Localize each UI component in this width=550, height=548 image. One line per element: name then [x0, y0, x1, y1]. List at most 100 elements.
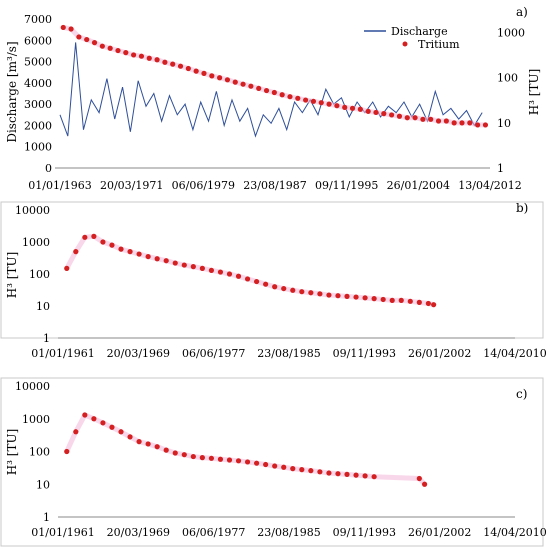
- panel-b-frame: [0, 201, 544, 339]
- tritium-point: [127, 434, 133, 440]
- y-tick-label: 1: [43, 332, 50, 345]
- tritium-point: [425, 300, 431, 307]
- tritium-halo: [64, 233, 437, 308]
- tritium-point: [303, 97, 309, 103]
- tritium-point: [389, 297, 395, 303]
- tritium-point: [295, 95, 301, 101]
- panel-a-plot: [55, 167, 490, 169]
- tritium-point: [381, 111, 387, 117]
- tritium-point: [263, 461, 269, 468]
- panel-c-frame: [0, 377, 544, 547]
- tritium-point: [362, 473, 368, 479]
- tritium-point: [226, 271, 233, 277]
- x-tick-label: 13/04/2012: [458, 179, 521, 192]
- tritium-point: [82, 412, 88, 418]
- tritium-point: [435, 118, 442, 124]
- y-tick-label: 10: [36, 478, 50, 491]
- x-tick-label: 20/03/1969: [107, 526, 170, 539]
- tritium-point: [109, 242, 115, 248]
- tritium-point: [451, 120, 457, 126]
- tritium-point: [272, 284, 278, 290]
- tritium-point: [263, 281, 269, 287]
- tritium-point: [416, 299, 422, 305]
- x-tick-label: 26/01/2002: [408, 347, 471, 360]
- tritium-point: [326, 101, 332, 107]
- tritium-point: [428, 116, 434, 122]
- y-tick-label: 1000: [24, 141, 52, 154]
- tritium-point: [371, 474, 377, 480]
- tritium-point: [244, 459, 251, 465]
- tritium-point: [224, 77, 231, 83]
- tritium-point: [170, 61, 176, 67]
- tritium-point: [459, 120, 465, 126]
- panel-a-y2-ticks: 1 10 100 1000: [497, 27, 525, 175]
- tritium-point: [335, 293, 341, 299]
- tritium-point: [353, 294, 359, 300]
- panel-c-y-ticks: 1 10 100 1000 10000: [15, 380, 50, 524]
- y-tick-label: 10: [36, 300, 50, 313]
- tritium-point: [398, 297, 404, 303]
- panel-c-label: c): [516, 387, 527, 401]
- tritium-point: [145, 253, 151, 260]
- legend-tritium-label: Tritium: [418, 38, 460, 51]
- tritium-point: [118, 246, 124, 252]
- y-tick-label: 3000: [24, 98, 52, 111]
- y-tick-label: 1000: [22, 413, 50, 426]
- tritium-point: [396, 113, 403, 119]
- tritium-point: [308, 468, 314, 474]
- tritium-point: [68, 26, 74, 32]
- tritium-point: [181, 262, 187, 268]
- panel-c-series: [64, 411, 428, 487]
- tritium-point: [272, 463, 278, 469]
- tritium-point: [317, 469, 323, 475]
- tritium-point: [263, 87, 270, 94]
- panel-a-ylabel: Discharge [m³/s]: [5, 41, 19, 142]
- tritium-point: [240, 81, 246, 87]
- tritium-point: [190, 453, 196, 460]
- tritium-point: [475, 122, 481, 128]
- tritium-point: [235, 273, 242, 279]
- tritium-point: [281, 285, 287, 292]
- tritium-point: [281, 464, 287, 470]
- tritium-point: [73, 429, 79, 435]
- tritium-point: [290, 466, 296, 472]
- y-tick-label: 100: [29, 446, 50, 459]
- panel-b-x-ticks: 01/01/1961 20/03/1969 06/06/1977 23/08/1985…: [31, 347, 546, 360]
- y-tick-label: 6000: [24, 34, 52, 47]
- tritium-point: [199, 265, 205, 271]
- tritium-point: [64, 448, 70, 455]
- tritium-point: [136, 251, 142, 257]
- tritium-point: [91, 233, 97, 239]
- tritium-point: [271, 89, 277, 96]
- y-tick-label: 4000: [24, 77, 52, 90]
- tritium-point: [131, 52, 137, 58]
- tritium-point: [254, 460, 260, 466]
- tritium-point: [84, 36, 90, 43]
- x-tick-label: 26/01/2002: [408, 526, 471, 539]
- tritium-point: [127, 249, 133, 255]
- tritium-point: [407, 298, 413, 304]
- tritium-halo: [64, 411, 428, 487]
- tritium-point: [467, 120, 473, 126]
- tritium-point: [217, 456, 224, 462]
- y-tick-label: 10000: [15, 380, 50, 393]
- y-tick-label: 7000: [24, 13, 52, 26]
- y-tick-label: 10000: [15, 204, 50, 217]
- x-tick-label: 14/04/2010: [483, 347, 546, 360]
- tritium-point: [209, 73, 215, 79]
- tritium-point: [60, 24, 66, 31]
- panel-a-y-ticks: 0 1000 2000 3000 4000 5000 6000 7000: [24, 13, 52, 175]
- panel-b-y-ticks: 1 10 100 1000 10000: [15, 204, 50, 345]
- tritium-point: [185, 65, 191, 72]
- tritium-point: [109, 424, 115, 430]
- tritium-point: [279, 92, 285, 98]
- x-tick-label: 09/11/1993: [333, 526, 396, 539]
- tritium-point: [482, 122, 489, 128]
- tritium-point: [118, 429, 124, 435]
- tritium-point: [99, 43, 105, 49]
- tritium-point: [310, 98, 317, 104]
- tritium-point: [420, 116, 426, 122]
- x-tick-label: 01/01/1961: [31, 526, 94, 539]
- tritium-point: [431, 302, 437, 308]
